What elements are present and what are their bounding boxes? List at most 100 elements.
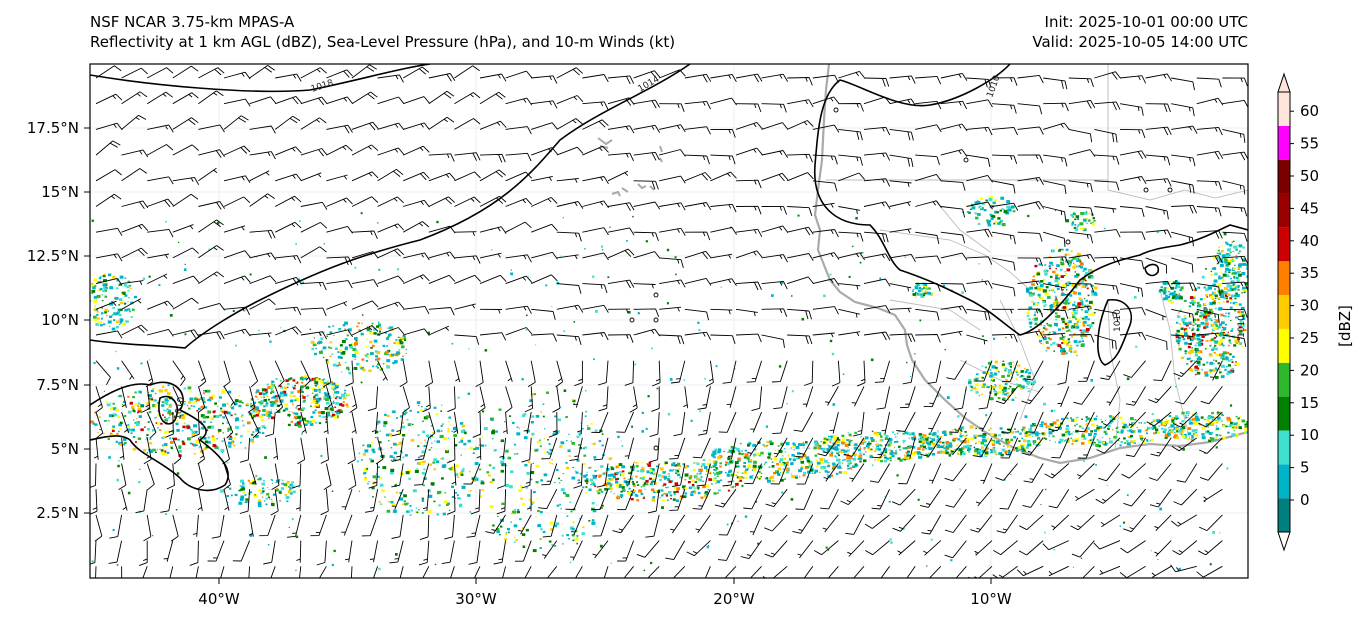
reflectivity-cell: [1236, 422, 1238, 424]
reflectivity-cell: [926, 455, 930, 458]
reflectivity-cell: [1032, 423, 1036, 427]
reflectivity-cell: [999, 221, 1002, 223]
reflectivity-cell: [1216, 252, 1219, 254]
reflectivity-cell: [918, 286, 922, 289]
reflectivity-cell: [416, 462, 420, 465]
reflectivity-cell: [372, 496, 374, 498]
reflectivity-cell: [457, 476, 460, 479]
reflectivity-cell: [1048, 265, 1051, 268]
reflectivity-cell: [215, 415, 220, 418]
wind-barb: [275, 73, 302, 82]
reflectivity-cell: [945, 445, 949, 448]
reflectivity-cell: [599, 544, 603, 548]
reflectivity-cell: [1068, 341, 1071, 343]
reflectivity-cell: [615, 480, 619, 484]
reflectivity-cell: [403, 409, 406, 411]
reflectivity-cell: [1056, 315, 1061, 319]
reflectivity-cell: [446, 450, 448, 452]
reflectivity-cell: [885, 435, 889, 438]
reflectivity-cell: [1066, 430, 1071, 434]
reflectivity-cell: [1081, 317, 1084, 320]
reflectivity-cell: [601, 504, 604, 507]
reflectivity-cell: [335, 390, 340, 394]
reflectivity-cell: [823, 437, 827, 440]
wind-barb: [991, 77, 1018, 86]
reflectivity-cell: [333, 400, 335, 402]
reflectivity-cell: [1217, 341, 1222, 345]
reflectivity-cell: [366, 325, 369, 327]
reflectivity-cell: [1079, 299, 1083, 302]
reflectivity-cell: [982, 433, 987, 437]
reflectivity-cell: [800, 467, 804, 470]
reflectivity-cell: [302, 407, 306, 410]
reflectivity-cell: [752, 474, 754, 476]
reflectivity-cell: [1211, 331, 1214, 334]
reflectivity-cell: [1027, 314, 1030, 317]
reflectivity-cell: [832, 403, 836, 406]
reflectivity-cell: [1171, 283, 1173, 285]
reflectivity-cell: [1071, 224, 1073, 226]
reflectivity-cell: [571, 533, 575, 537]
reflectivity-cell: [1213, 421, 1216, 423]
reflectivity-cell: [1212, 291, 1215, 294]
reflectivity-cell: [300, 381, 304, 384]
reflectivity-cell: [1102, 426, 1106, 429]
reflectivity-cell: [282, 422, 284, 424]
reflectivity-cell: [1051, 264, 1054, 267]
reflectivity-cell: [221, 410, 226, 414]
reflectivity-cell: [1134, 442, 1136, 444]
reflectivity-cell: [1226, 359, 1228, 361]
reflectivity-cell: [1217, 416, 1221, 420]
reflectivity-cell: [509, 415, 512, 417]
reflectivity-cell: [617, 472, 620, 474]
reflectivity-cell: [957, 450, 959, 452]
reflectivity-cell: [758, 470, 761, 473]
reflectivity-cell: [398, 458, 401, 460]
reflectivity-cell: [1143, 430, 1145, 432]
reflectivity-cell: [713, 468, 716, 471]
reflectivity-cell: [683, 488, 685, 490]
reflectivity-cell: [863, 459, 867, 463]
reflectivity-cell: [646, 470, 650, 474]
reflectivity-cell: [1226, 419, 1230, 422]
reflectivity-cell: [1076, 226, 1079, 228]
reflectivity-cell: [966, 444, 970, 448]
reflectivity-cell: [999, 209, 1002, 212]
cape-verde-islands: [597, 137, 663, 197]
reflectivity-cell: [339, 344, 343, 347]
reflectivity-cell: [356, 460, 359, 463]
reflectivity-cell: [601, 245, 604, 248]
reflectivity-cell: [1061, 292, 1065, 297]
reflectivity-cell: [244, 494, 247, 496]
reflectivity-cell: [895, 453, 897, 455]
reflectivity-cell: [1076, 354, 1078, 357]
reflectivity-cell: [378, 501, 381, 503]
reflectivity-cell: [956, 444, 959, 447]
reflectivity-cell: [389, 471, 394, 475]
reflectivity-cell: [702, 459, 706, 462]
wind-barb: [300, 67, 327, 79]
reflectivity-cell: [700, 466, 703, 468]
reflectivity-cell: [884, 444, 887, 446]
reflectivity-cell: [100, 276, 102, 278]
reflectivity-cell: [607, 474, 610, 477]
reflectivity-cell: [1187, 417, 1189, 419]
reflectivity-cell: [108, 420, 110, 422]
reflectivity-cell: [579, 472, 583, 475]
reflectivity-cell: [978, 448, 981, 451]
wind-barb: [198, 67, 225, 79]
reflectivity-cell: [592, 475, 597, 479]
reflectivity-cell: [1005, 452, 1008, 455]
reflectivity-cell: [206, 399, 209, 401]
reflectivity-cell: [1230, 277, 1232, 280]
reflectivity-cell: [975, 434, 979, 438]
reflectivity-cell: [1196, 310, 1199, 313]
reflectivity-cell: [615, 471, 620, 475]
reflectivity-cell: [847, 443, 851, 446]
reflectivity-cell: [338, 362, 340, 364]
reflectivity-cell: [378, 321, 380, 323]
reflectivity-cell: [254, 395, 257, 398]
reflectivity-cell: [269, 401, 272, 404]
reflectivity-cell: [693, 487, 696, 489]
reflectivity-cell: [183, 422, 186, 425]
